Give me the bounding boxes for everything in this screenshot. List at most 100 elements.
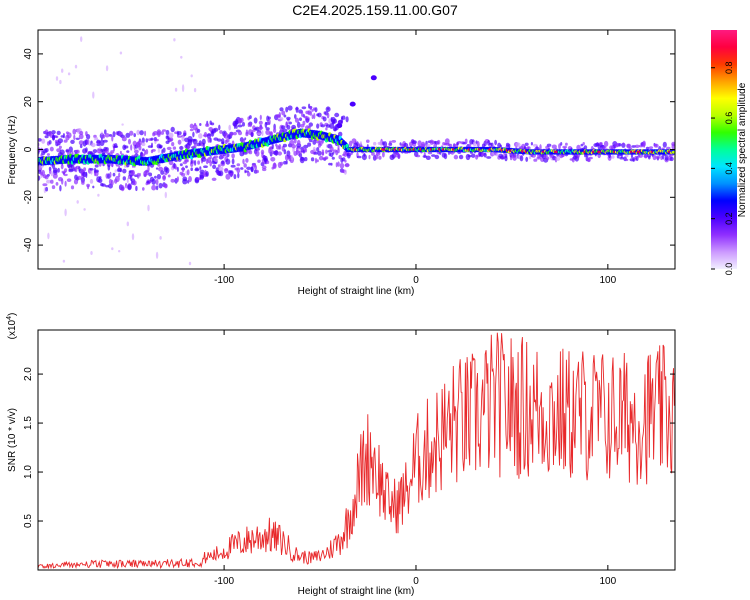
spectral-cell — [671, 141, 675, 147]
spectral-cell — [268, 118, 271, 126]
spectral-cell — [157, 148, 161, 153]
spectral-cell — [530, 142, 534, 146]
spectral-cell — [128, 138, 131, 145]
spectral-cell — [421, 141, 426, 148]
spectral-cell — [83, 167, 87, 172]
spectral-cell — [62, 133, 65, 139]
snr-frame — [37, 329, 676, 571]
spectral-cell — [184, 159, 189, 163]
spectral-cell — [329, 146, 334, 152]
spectral-cell — [642, 140, 646, 147]
spectral-cell — [302, 120, 306, 126]
spectral-cell — [126, 178, 129, 183]
spectral-cell — [194, 160, 197, 166]
spectral-cell — [279, 107, 284, 112]
spectral-cell — [603, 140, 609, 147]
spectral-cell — [139, 130, 144, 136]
spectral-cell — [135, 185, 138, 192]
spectral-cell — [239, 117, 244, 123]
spectral-cell — [431, 154, 436, 157]
spectral-cell — [562, 145, 568, 149]
spectral-cell — [217, 164, 221, 168]
spectral-cell — [508, 143, 511, 149]
y-tick-label: 2.0 — [23, 367, 34, 381]
spectral-cell — [65, 149, 70, 153]
spectral-cell — [331, 156, 335, 160]
spectral-cell — [344, 162, 350, 168]
y-tick-label: 0.5 — [23, 514, 34, 528]
spectral-cell — [155, 178, 159, 186]
spectral-cell — [123, 145, 129, 149]
spectral-cell — [85, 171, 88, 178]
spectral-cell — [118, 172, 121, 178]
spectral-cell — [267, 116, 271, 120]
spectral-cell — [671, 150, 675, 154]
spectral-cell — [61, 178, 64, 185]
spectral-cell — [47, 232, 50, 240]
spectral-cell — [98, 178, 103, 184]
spectral-cell — [337, 148, 340, 154]
spectral-cell — [48, 140, 52, 145]
spectral-cell — [89, 168, 94, 171]
spectral-cell — [289, 139, 295, 146]
spectral-cell — [76, 200, 79, 204]
spectral-cell — [328, 118, 332, 124]
spectral-cell — [92, 185, 95, 189]
spectral-cell — [580, 143, 584, 147]
spectral-cell — [156, 129, 162, 136]
spectral-cell — [50, 179, 54, 184]
spectral-cell — [504, 155, 508, 162]
spectral-cell — [141, 148, 145, 152]
spectral-cell — [464, 138, 468, 144]
spectral-cell — [119, 51, 123, 55]
spectral-cell — [310, 157, 315, 162]
y-tick-label: 1.0 — [23, 465, 34, 479]
spectral-cell — [190, 167, 193, 171]
spectral-cell — [257, 159, 261, 163]
spectral-cell — [38, 175, 41, 181]
spectral-cell — [119, 150, 122, 155]
spectral-cell — [125, 132, 131, 138]
spectral-cell — [205, 171, 209, 177]
spectral-cell — [294, 114, 297, 119]
spectral-cell — [105, 65, 109, 72]
spectral-cell — [348, 140, 353, 147]
spectral-cell — [434, 154, 440, 160]
spectral-cell — [266, 160, 270, 164]
spectral-cell — [287, 105, 293, 111]
spectral-cell — [261, 130, 264, 137]
spectral-cell — [51, 185, 56, 190]
spectral-cell — [324, 156, 329, 160]
snr-panel: -100 0 100 0.5 1.0 1.5 2.0 Height of straight… — [6, 313, 676, 597]
spectral-cell — [131, 169, 135, 177]
spectral-cell — [141, 142, 146, 147]
spectral-cell — [46, 173, 50, 177]
spectral-cell — [230, 164, 236, 168]
spectral-cell — [292, 147, 295, 153]
spectral-cell — [111, 135, 114, 142]
spectral-cell — [326, 112, 330, 119]
spectral-cell — [66, 178, 72, 182]
spectral-cell — [188, 176, 192, 183]
spectral-cell — [611, 155, 615, 159]
spectral-cell — [318, 155, 324, 161]
x-tick-label: 0 — [413, 576, 419, 587]
spectral-cell — [55, 76, 59, 81]
spectral-cell — [322, 116, 327, 122]
spectral-cell — [92, 149, 98, 154]
spectral-cell — [308, 138, 313, 143]
spectral-cell — [373, 141, 377, 146]
spectral-cell — [411, 140, 417, 145]
spectral-cell — [345, 116, 349, 123]
spectral-cell — [192, 138, 198, 145]
spectral-cell — [218, 124, 221, 131]
snr-marks — [38, 332, 675, 570]
spectral-cell — [242, 158, 245, 165]
spectral-cell — [588, 156, 593, 160]
spectral-cell — [209, 137, 212, 143]
spectral-cell — [625, 153, 629, 158]
spectral-cell — [290, 154, 293, 161]
spectral-cell — [193, 88, 197, 93]
spectral-cell — [291, 144, 296, 149]
spectral-cell — [314, 157, 318, 164]
